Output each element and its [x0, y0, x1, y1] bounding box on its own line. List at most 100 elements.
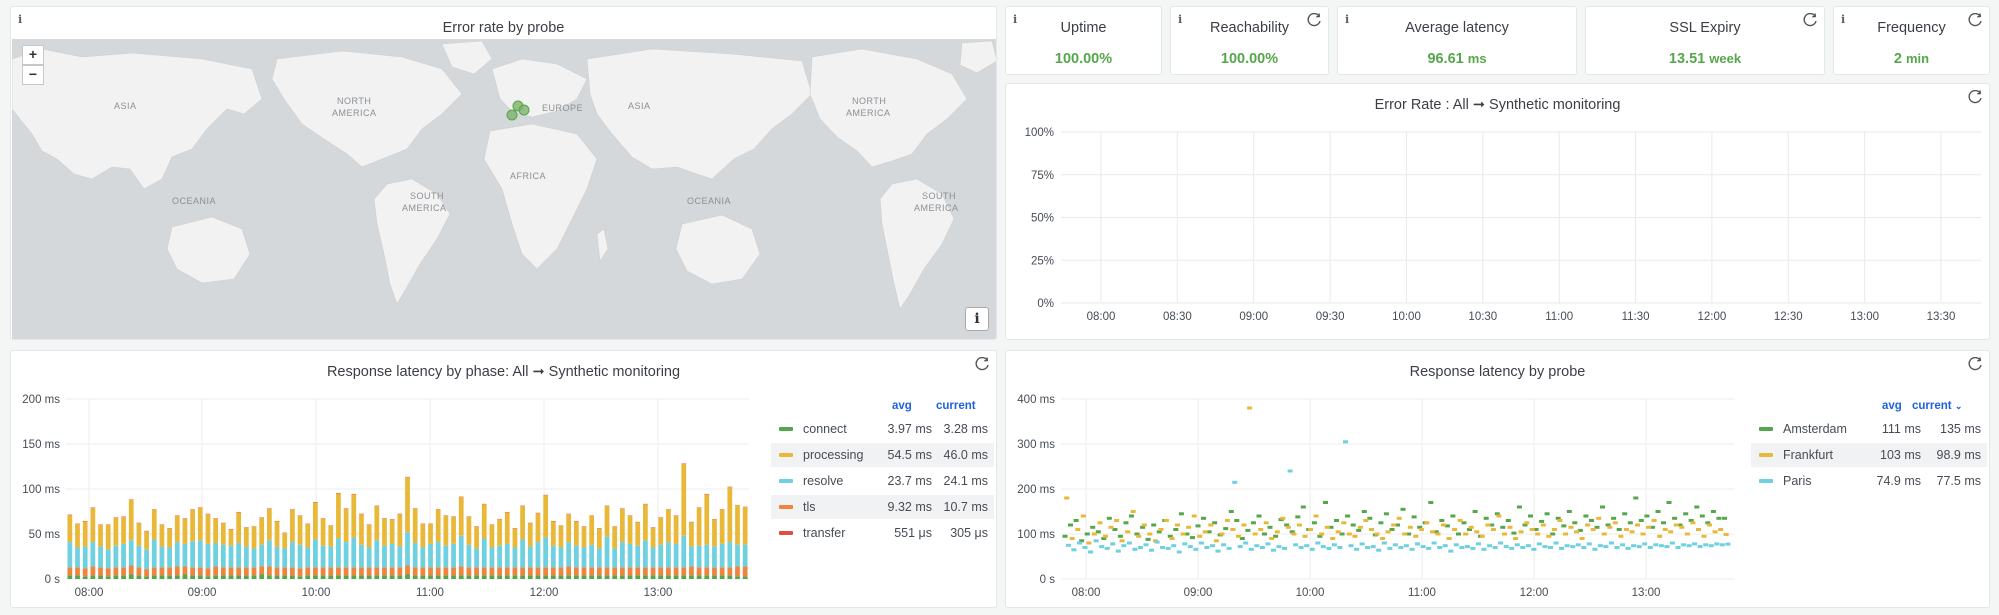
legend-item[interactable]: Amsterdam 111 ms 135 ms — [1751, 417, 1987, 441]
zoom-out-button[interactable]: − — [22, 65, 44, 85]
point-amsterdam — [1311, 521, 1317, 525]
point-paris — [1082, 546, 1088, 549]
point-paris — [1719, 543, 1725, 547]
map-info-button[interactable]: i — [965, 307, 989, 331]
bar-tls — [389, 567, 395, 576]
point-paris — [1631, 544, 1637, 548]
point-paris — [1548, 546, 1553, 549]
bar-connect — [220, 575, 226, 579]
point-paris — [1243, 541, 1249, 545]
point-frankfurt — [1247, 406, 1253, 410]
legend-item[interactable]: transfer 551 μs 305 μs — [771, 521, 994, 545]
bar-resolve — [543, 537, 549, 568]
phase-latency-chart[interactable]: 0 s 50 ms 100 ms 150 ms 200 ms 08:00 09:00 10:0… — [11, 351, 771, 608]
point-paris — [1331, 543, 1337, 547]
world-map[interactable]: ASIA NORTH AMERICA EUROPE AFRICA SOUTH A… — [12, 39, 996, 339]
point-frankfurt — [1091, 532, 1097, 536]
legend-item[interactable]: Paris 74.9 ms 77.5 ms — [1751, 469, 1987, 493]
bar-tls — [251, 567, 257, 576]
bar-resolve — [535, 542, 541, 568]
refresh-icon[interactable] — [1967, 90, 1983, 106]
point-paris — [1381, 541, 1387, 545]
point-frankfurt — [1518, 530, 1524, 534]
bar-resolve — [290, 542, 295, 568]
legend-item[interactable]: connect 3.97 ms 3.28 ms — [771, 417, 994, 441]
bar-resolve — [458, 535, 464, 567]
bar-tls — [596, 567, 602, 576]
map-label: ASIA — [114, 101, 137, 111]
info-icon[interactable]: i — [1841, 13, 1846, 26]
bar-processing — [251, 526, 257, 549]
point-frankfurt — [1657, 534, 1663, 538]
bar-processing — [635, 522, 641, 546]
legend-item[interactable]: tls 9.32 ms 10.7 ms — [771, 495, 994, 519]
point-amsterdam — [1068, 523, 1073, 527]
point-amsterdam — [1117, 534, 1123, 538]
refresh-icon[interactable] — [974, 357, 990, 373]
point-frankfurt — [1540, 523, 1546, 527]
bar-processing — [382, 518, 387, 546]
refresh-icon[interactable] — [1967, 13, 1983, 29]
bar-connect — [596, 575, 602, 579]
point-amsterdam — [1256, 514, 1262, 518]
point-frankfurt — [1114, 519, 1120, 522]
legend-current: 305 μs — [950, 526, 988, 540]
error-rate-chart[interactable]: 0% 25% 50% 75% 100% 08:00 08:30 09:00 09:30 10:00… — [1006, 84, 1990, 340]
bar-processing — [236, 512, 242, 543]
stat-unit: ms — [1467, 51, 1487, 66]
probe-latency-chart[interactable]: 0 s 100 ms 200 ms 300 ms 400 ms 08:00 09:00 10:… — [1006, 351, 1766, 608]
legend-item[interactable]: resolve 23.7 ms 24.1 ms — [771, 469, 994, 493]
info-icon[interactable]: i — [1345, 13, 1350, 26]
bar-tls — [620, 567, 625, 576]
bar-connect — [612, 575, 618, 579]
point-paris — [1464, 545, 1470, 549]
info-icon[interactable]: i — [1178, 13, 1183, 26]
point-paris — [1187, 545, 1193, 549]
point-paris — [1470, 546, 1476, 550]
zoom-in-button[interactable]: + — [22, 45, 44, 65]
point-frankfurt — [1075, 528, 1081, 531]
bar-connect — [336, 575, 341, 579]
refresh-icon[interactable] — [1967, 357, 1983, 373]
bar-processing — [151, 509, 157, 540]
legend-current-header[interactable]: current ⌄ — [1912, 400, 1962, 412]
bar-tls — [259, 566, 265, 575]
point-paris — [1642, 542, 1648, 546]
point-frankfurt — [1485, 523, 1491, 527]
point-frankfurt — [1103, 534, 1108, 538]
point-paris — [1398, 546, 1404, 549]
point-paris — [1403, 544, 1409, 548]
point-amsterdam — [1649, 525, 1655, 529]
bar-connect — [489, 575, 495, 579]
point-paris — [1265, 542, 1271, 546]
point-amsterdam — [1494, 512, 1500, 516]
probe-latency-panel: Response latency by probe 0 s 100 ms 200 m… — [1005, 350, 1990, 608]
point-paris — [1193, 547, 1199, 551]
legend-item[interactable]: processing 54.5 ms 46.0 ms — [771, 443, 994, 467]
bar-connect — [197, 575, 203, 579]
refresh-icon[interactable] — [1802, 13, 1818, 29]
point-frankfurt — [1180, 532, 1186, 536]
point-amsterdam — [1400, 507, 1406, 511]
info-icon[interactable]: i — [1013, 13, 1018, 26]
point-amsterdam — [1201, 516, 1206, 520]
legend-name: Amsterdam — [1783, 422, 1847, 436]
legend-avg-header[interactable]: avg — [892, 400, 912, 412]
bar-processing — [190, 509, 195, 542]
point-paris — [1204, 546, 1210, 549]
refresh-icon[interactable] — [1306, 13, 1322, 29]
legend-item[interactable]: Frankfurt 103 ms 98.9 ms — [1751, 443, 1987, 467]
panel-title: Error rate by probe — [442, 20, 565, 36]
info-icon[interactable]: i — [18, 13, 23, 26]
point-amsterdam — [1472, 510, 1478, 513]
bar-tls — [197, 567, 203, 576]
point-paris — [1575, 543, 1581, 547]
point-paris — [1326, 546, 1332, 550]
bar-processing — [458, 497, 464, 536]
legend-avg-header[interactable]: avg — [1882, 400, 1902, 412]
legend-current-header[interactable]: current — [936, 400, 976, 412]
probe-markers[interactable] — [506, 100, 530, 121]
bar-resolve — [151, 539, 157, 568]
point-paris — [1348, 544, 1354, 548]
y-tick-label: 100 ms — [22, 484, 60, 496]
